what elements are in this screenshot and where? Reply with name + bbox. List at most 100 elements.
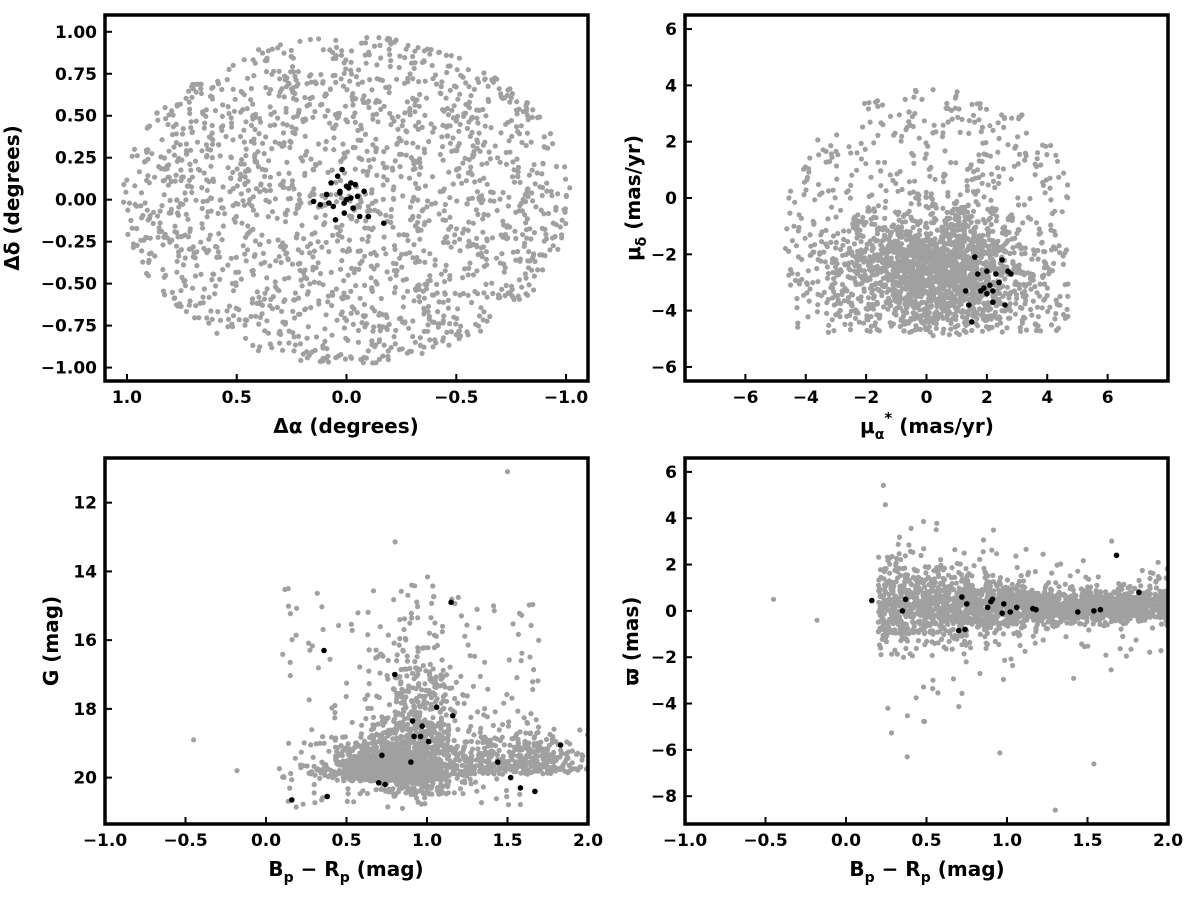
field-star-point <box>204 214 210 220</box>
field-star-point <box>955 114 961 120</box>
field-star-point <box>830 187 836 193</box>
field-star-point <box>341 278 347 284</box>
field-star-point <box>974 167 981 173</box>
field-star-point <box>188 167 194 173</box>
field-star-point <box>815 279 821 285</box>
field-star-point <box>996 173 1002 180</box>
field-star-point <box>174 210 181 216</box>
field-star-point <box>359 236 365 242</box>
field-star-point <box>1039 273 1046 279</box>
field-star-point <box>466 99 472 105</box>
field-star-point <box>313 214 319 220</box>
field-star-point <box>439 134 445 140</box>
field-star-point <box>280 347 286 353</box>
field-star-point <box>268 111 274 117</box>
field-star-point <box>885 306 891 312</box>
field-star-point <box>1013 292 1020 298</box>
field-star-point <box>316 36 322 42</box>
field-star-point <box>366 233 372 240</box>
field-star-point <box>377 624 383 630</box>
field-star-point <box>988 221 994 228</box>
field-star-point <box>973 224 979 230</box>
field-star-point <box>468 116 474 122</box>
field-star-point <box>530 198 536 204</box>
field-star-point <box>302 267 308 273</box>
field-star-point <box>796 212 802 218</box>
field-star-point <box>493 255 500 261</box>
field-star-point <box>950 315 956 321</box>
field-star-point <box>531 667 537 673</box>
field-star-point <box>514 156 520 162</box>
field-star-point <box>426 218 432 224</box>
field-star-point <box>443 262 449 268</box>
field-star-point <box>355 339 361 345</box>
field-star-point <box>422 183 428 189</box>
field-star-point <box>489 280 495 286</box>
field-star-point <box>478 250 484 256</box>
field-star-point <box>905 276 911 282</box>
field-star-point <box>1012 145 1018 151</box>
y-tick-label: −0.25 <box>41 233 97 253</box>
field-star-point <box>475 739 481 745</box>
field-star-point <box>291 334 297 340</box>
field-star-point <box>430 76 436 82</box>
field-star-point <box>208 163 214 169</box>
field-star-point <box>1007 250 1013 257</box>
field-star-point <box>1031 251 1037 257</box>
field-star-point <box>930 315 936 321</box>
field-star-point <box>426 630 433 636</box>
field-star-point <box>377 328 383 334</box>
field-star-point <box>219 127 225 133</box>
field-star-point <box>910 286 916 292</box>
field-star-point <box>812 197 818 203</box>
field-star-point <box>327 86 333 92</box>
field-star-point <box>821 249 827 255</box>
field-star-point <box>261 187 267 193</box>
field-star-point <box>169 289 175 295</box>
field-star-point <box>460 791 466 797</box>
field-star-point <box>848 182 854 188</box>
field-star-point <box>972 264 979 270</box>
field-star-point <box>485 212 491 218</box>
field-star-point <box>121 181 127 188</box>
x-tick-label: −4 <box>793 388 819 408</box>
field-star-point <box>854 150 860 156</box>
field-star-point <box>240 107 246 113</box>
field-star-point <box>479 161 485 167</box>
field-star-point <box>354 218 360 224</box>
field-star-point <box>449 107 455 113</box>
field-star-point <box>295 261 301 267</box>
field-star-point <box>1006 295 1012 301</box>
field-star-point <box>817 250 823 256</box>
field-star-point <box>412 181 419 187</box>
field-star-point <box>498 130 504 136</box>
field-star-point <box>883 198 889 204</box>
field-star-point <box>140 259 146 265</box>
field-star-point <box>520 232 526 238</box>
field-star-point <box>468 738 474 745</box>
field-star-point <box>447 140 453 146</box>
field-star-point <box>376 35 382 41</box>
field-star-point <box>953 200 959 206</box>
field-star-point <box>807 286 813 292</box>
field-star-point <box>240 243 246 249</box>
field-star-point <box>845 188 851 194</box>
field-star-point <box>290 55 296 61</box>
field-star-point <box>345 337 351 343</box>
field-star-point <box>520 196 526 202</box>
field-star-point <box>292 290 298 296</box>
field-star-point <box>978 312 984 318</box>
y-tick-label: −6 <box>651 358 677 378</box>
field-star-point <box>1045 308 1051 315</box>
field-star-point <box>257 344 263 350</box>
field-star-point <box>381 174 387 180</box>
field-star-point <box>415 226 421 232</box>
plot-area <box>782 87 1071 339</box>
field-star-point <box>1016 151 1023 157</box>
field-star-point <box>244 75 251 81</box>
field-star-point <box>1021 202 1027 208</box>
field-star-point <box>393 261 399 267</box>
field-star-point <box>374 76 380 82</box>
field-star-point <box>993 252 999 258</box>
member-star-point <box>996 279 1002 286</box>
